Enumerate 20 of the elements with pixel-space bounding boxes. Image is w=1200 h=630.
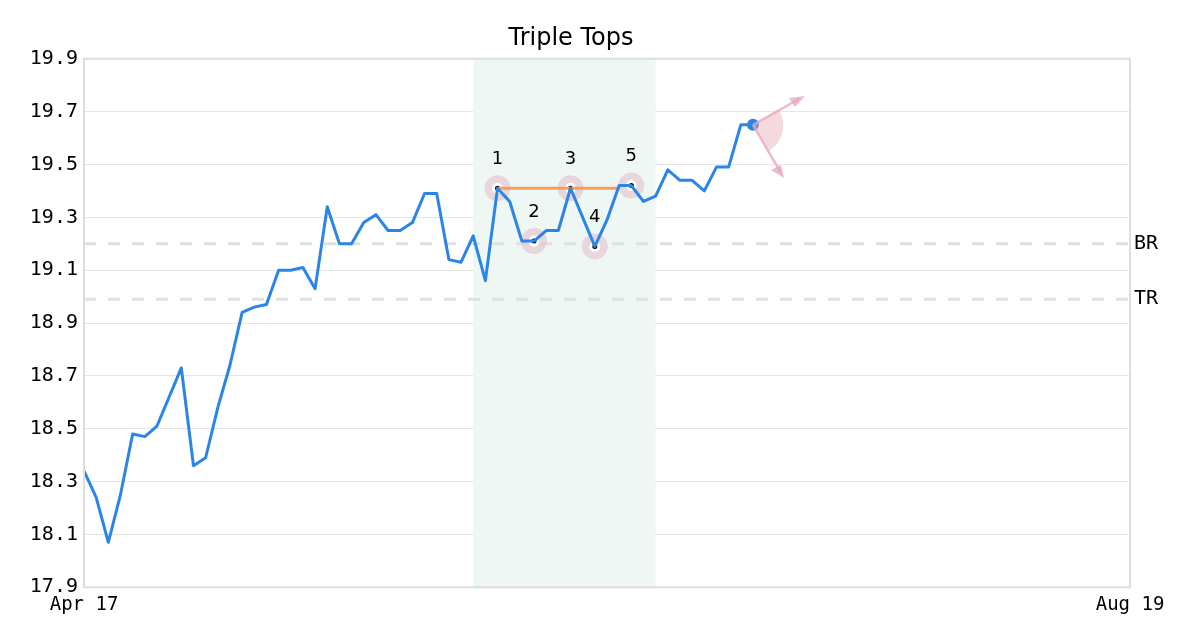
ref-line-label: TR <box>1134 285 1160 310</box>
y-tick-label: 19.5 <box>29 150 78 175</box>
annotation: 4 <box>589 205 601 227</box>
y-tick-label: 19.7 <box>29 97 78 122</box>
x-tick-label: Apr 17 <box>49 591 119 614</box>
y-tick-label: 18.5 <box>29 414 78 439</box>
y-tick-label: 19.9 <box>29 45 78 69</box>
y-tick-label: 19.3 <box>29 203 78 228</box>
annotation: 5 <box>625 144 638 166</box>
y-tick-label: 18.1 <box>29 520 78 545</box>
y-tick-label: 19.1 <box>29 256 78 281</box>
annotation: 1 <box>491 146 504 168</box>
chart-title: Triple Tops <box>507 22 634 51</box>
x-tick-label: Aug 19 <box>1095 591 1165 614</box>
y-tick-label: 18.9 <box>29 309 78 334</box>
ref-line-label: BR <box>1134 229 1160 254</box>
annotation: 3 <box>564 146 577 168</box>
annotation: 2 <box>528 199 540 221</box>
y-tick-label: 18.7 <box>29 362 78 387</box>
y-tick-label: 18.3 <box>29 467 78 492</box>
